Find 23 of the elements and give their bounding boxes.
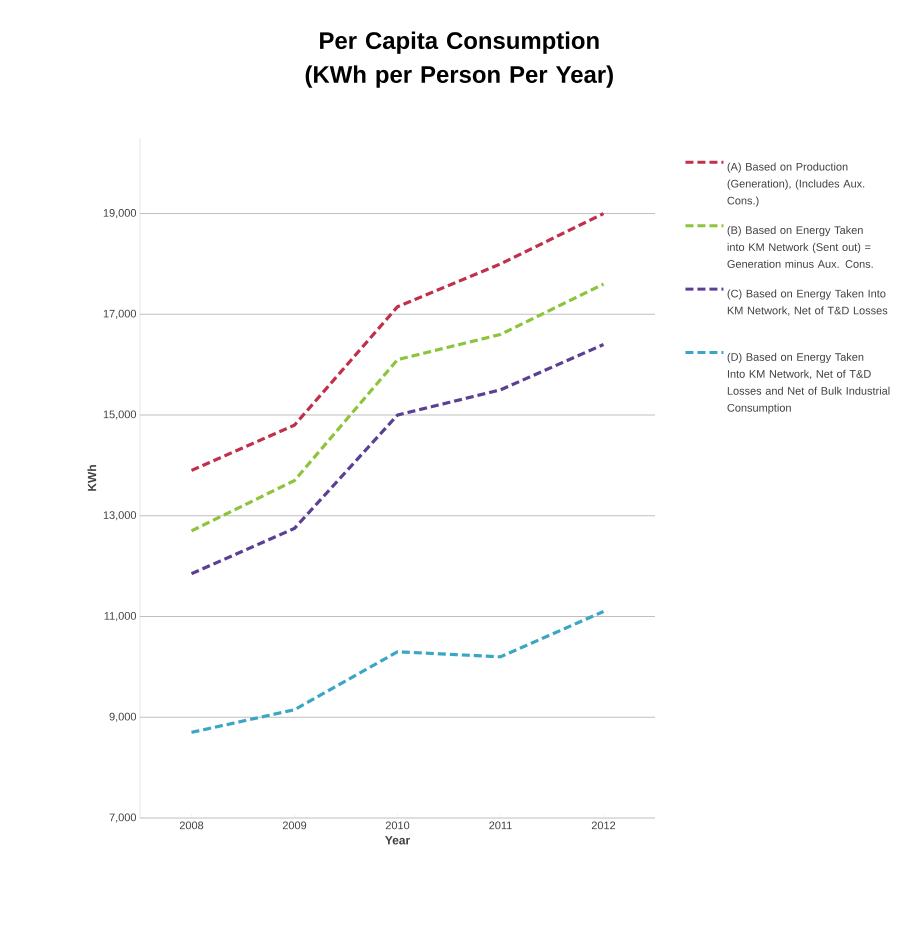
y-tick-label: 11,000 [104,612,136,622]
y-tick-label: 15,000 [104,410,136,420]
legend-label: (C) Based on Energy Taken Into KM Network, Net of T&D Losses [728,289,888,316]
y-tick-label: 7,000 [110,813,136,823]
x-axis-title: Year [385,836,410,844]
x-tick-label: 2010 [386,822,410,830]
y-tick-label: 17,000 [104,310,136,319]
legend-label: (B) Based on Energy Taken into KM Network (Sent out) = Generation minus Aux. Cons. [727,226,873,268]
y-tick-label: 13,000 [104,511,136,520]
y-tick-label: 19,000 [104,209,136,218]
x-tick-label: 2009 [282,822,306,830]
x-tick-label: 2011 [489,822,512,830]
line-series [190,610,606,734]
legend-label: (D) Based on Energy Taken Into KM Network, Net of T&D Losses and Net of Bulk Industrial Consumption [728,352,890,414]
line-series [190,212,606,472]
legend-label: (A) Based on Production (Generation), (Includes Aux. Cons.) [728,162,864,207]
y-tick-label: 9,000 [110,712,136,722]
line-series [190,282,606,532]
chart-title: Per Capita Consumption (KWh per Person Per Year) [306,32,613,88]
line-series [190,342,606,576]
x-tick-label: 2012 [592,822,616,830]
x-tick-label: 2008 [180,822,204,830]
y-axis-title: KWh [87,465,96,491]
